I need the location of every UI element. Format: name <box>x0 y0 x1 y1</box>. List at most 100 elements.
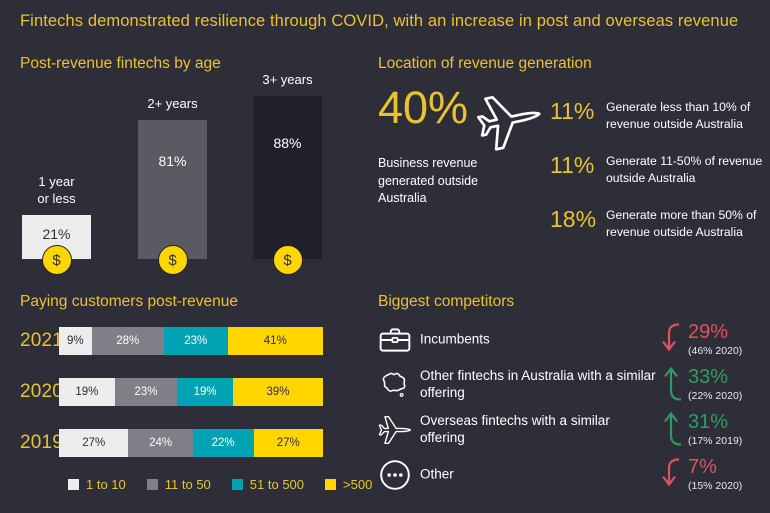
section-location: Location of revenue generation 40% Busin… <box>378 55 762 290</box>
plane-icon <box>464 79 556 160</box>
trend-percentage: 31% <box>688 411 729 433</box>
trend-percentage: 29% <box>688 321 729 343</box>
stacked-bar-chart: 2021 9% 28% 23% 41% 2020 19% 23% 19% 39% 2019 27% 24… <box>20 321 323 457</box>
dollar-badge-icon: $ <box>41 245 72 275</box>
stacked-bar-row-2019: 2019 27% 24% 22% 27% <box>20 429 323 457</box>
overseas-revenue-pct: 40% <box>378 82 469 133</box>
bar-segment-51-to-500: 22% <box>192 429 254 457</box>
bar-segment-11-to-50: 23% <box>114 378 178 406</box>
age-bar-value: 21% <box>42 225 71 242</box>
competitor-row: Other fintechs in Australia with a simil… <box>378 364 758 406</box>
trend-down-icon <box>662 457 682 492</box>
ellipsis-circle-icon <box>378 458 412 492</box>
stat-pct: 11% <box>550 152 595 178</box>
legend-item: 51 to 500 <box>231 477 305 492</box>
stacked-bar: 27% 24% 22% 27% <box>59 429 323 457</box>
bar-segment-11-to-50: 28% <box>91 327 164 355</box>
competitor-trend: 29% (46% 2020) <box>662 322 742 357</box>
bar-segment->500: 41% <box>227 327 323 355</box>
legend-item: 1 to 10 <box>68 477 126 492</box>
competitor-row: Incumbents 29% (46% 2020) <box>378 319 758 361</box>
legend-swatch <box>325 479 337 490</box>
bar-segment-51-to-500: 19% <box>177 378 233 406</box>
legend-label: 11 to 50 <box>164 477 211 492</box>
stacked-bar: 19% 23% 19% 39% <box>59 378 323 406</box>
stat-text: Generate less than 10% of revenue outsid… <box>606 100 751 131</box>
age-bar-rect: 81% <box>138 120 207 259</box>
age-bar-label: 1 year or less <box>37 174 76 207</box>
bar-segment-1-to-10: 27% <box>59 429 129 457</box>
section-competitors: Biggest competitors Incumbents 29% (46% … <box>378 293 758 505</box>
page-title: Fintechs demonstrated resilience through… <box>20 12 739 30</box>
chart-legend: 1 to 10 11 to 50 51 to 500 >500 <box>68 477 372 492</box>
age-bar-chart: 1 year or less 21% $2+ years 81% $3+ years 88%… <box>20 72 342 275</box>
stat-pct: 18% <box>550 206 597 232</box>
overseas-revenue-caption: Business revenue generated outside Austr… <box>378 156 479 205</box>
legend-label: >500 <box>343 477 373 492</box>
legend-swatch <box>231 479 243 490</box>
stacked-bar-row-2020: 2020 19% 23% 19% 39% <box>20 378 323 406</box>
age-bar-2: 2+ years 81% $ <box>138 96 207 275</box>
age-bar-3: 3+ years 88% $ <box>253 72 322 275</box>
bar-segment-1-to-10: 9% <box>59 327 92 355</box>
bar-segment-51-to-500: 23% <box>163 327 228 355</box>
age-chart-title: Post-revenue fintechs by age <box>20 55 221 72</box>
competitor-trend: 31% (17% 2019) <box>662 411 743 447</box>
trend-down-icon <box>662 322 682 357</box>
trend-percentage: 7% <box>688 456 717 478</box>
year-label: 2019 <box>20 432 64 453</box>
section-paying-customers: Paying customers post-revenue 2021 9% 28% 2… <box>20 293 372 505</box>
location-stat-row: 11% Generate 11-50% of revenue outside A… <box>550 152 770 187</box>
legend-swatch <box>146 479 158 490</box>
trend-previous-value: (17% 2019) <box>688 435 743 447</box>
stat-pct: 11% <box>550 98 595 124</box>
age-bar-label: 3+ years <box>262 72 313 88</box>
legend-label: 51 to 500 <box>249 477 305 492</box>
competitor-label: Overseas fintechs with a similar offerin… <box>420 413 610 445</box>
competitors-title: Biggest competitors <box>378 293 515 310</box>
stat-text: Generate 11-50% of revenue outside Austr… <box>606 154 763 185</box>
location-title: Location of revenue generation <box>378 55 592 72</box>
age-bar-1: 1 year or less 21% $ <box>22 174 91 275</box>
year-label: 2020 <box>20 381 64 402</box>
trend-previous-value: (15% 2020) <box>688 480 743 492</box>
plane-icon <box>378 413 412 447</box>
stat-text: Generate more than 50% of revenue outsid… <box>606 208 757 239</box>
year-label: 2021 <box>20 330 64 351</box>
age-bar-value: 88% <box>273 135 302 152</box>
bar-segment->500: 39% <box>232 378 323 406</box>
competitor-row: Other 7% (15% 2020) <box>378 454 758 496</box>
trend-up-icon <box>662 411 682 447</box>
customers-title: Paying customers post-revenue <box>20 293 238 310</box>
location-stat-row: 18% Generate more than 50% of revenue ou… <box>550 206 770 241</box>
location-stat-row: 11% Generate less than 10% of revenue ou… <box>550 98 770 133</box>
legend-item: >500 <box>325 477 372 492</box>
bar-segment-11-to-50: 24% <box>128 429 193 457</box>
trend-percentage: 33% <box>688 366 729 388</box>
section-age-chart: Post-revenue fintechs by age 1 year or le… <box>20 55 342 290</box>
trend-up-icon <box>662 366 682 402</box>
stacked-bar: 9% 28% 23% 41% <box>59 327 323 355</box>
competitor-label: Other <box>420 466 454 482</box>
trend-previous-value: (46% 2020) <box>688 345 743 357</box>
competitor-trend: 7% (15% 2020) <box>662 457 742 492</box>
competitor-trend: 33% (22% 2020) <box>662 366 743 402</box>
competitor-label: Incumbents <box>420 331 490 347</box>
stacked-bar-row-2021: 2021 9% 28% 23% 41% <box>20 327 323 355</box>
trend-previous-value: (22% 2020) <box>688 390 743 402</box>
dollar-badge-icon: $ <box>157 245 188 275</box>
age-bar-value: 81% <box>158 153 187 170</box>
competitor-row: Overseas fintechs with a similar offerin… <box>378 409 758 451</box>
australia-map-icon <box>378 368 412 402</box>
briefcase-icon <box>378 323 412 357</box>
age-bar-rect: 88% <box>253 96 322 259</box>
competitor-label: Other fintechs in Australia with a simil… <box>420 368 656 400</box>
bar-segment->500: 27% <box>253 429 323 457</box>
age-bar-label: 2+ years <box>147 96 198 112</box>
legend-item: 11 to 50 <box>146 477 211 492</box>
legend-swatch <box>68 479 79 490</box>
dollar-badge-icon: $ <box>272 245 303 275</box>
bar-segment-1-to-10: 19% <box>59 378 115 406</box>
legend-label: 1 to 10 <box>86 477 126 492</box>
